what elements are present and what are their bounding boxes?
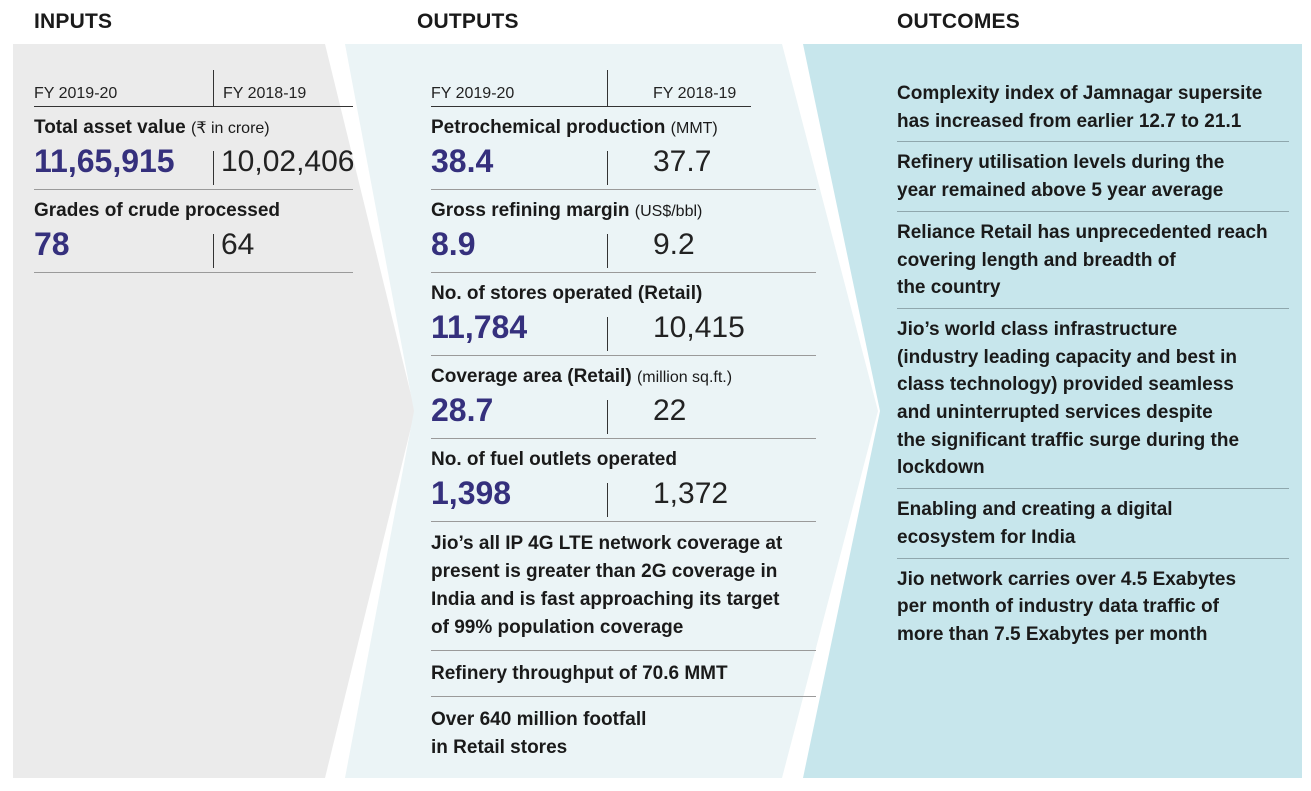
outcome-item: Complexity index of Jamnagar supersite h… (897, 80, 1289, 143)
metric-label: No. of stores operated (Retail) (431, 283, 703, 304)
inputs-panel (13, 44, 415, 778)
output-note: Over 640 million footfall in Retail stor… (431, 697, 816, 770)
metric-unit: (MMT) (670, 120, 718, 137)
outcomes-heading: OUTCOMES (897, 10, 1020, 33)
note-line: present is greater than 2G coverage in (431, 561, 778, 582)
outcome-line: year remained above 5 year average (897, 180, 1224, 202)
inputs-metric: Grades of crude processed 78 64 (34, 190, 353, 273)
value-divider (607, 151, 608, 185)
outcome-line: lockdown (897, 457, 985, 479)
outcome-line: and uninterrupted services despite (897, 402, 1213, 424)
metric-unit: (₹ in crore) (191, 120, 270, 137)
value-divider (607, 483, 608, 517)
outcome-line: the country (897, 277, 1001, 299)
outcome-line: per month of industry data traffic of (897, 596, 1219, 618)
outputs-fy-current: FY 2019-20 (431, 85, 515, 102)
metric-value-previous: 64 (221, 228, 255, 261)
outcome-item: Enabling and creating a digital ecosyste… (897, 496, 1289, 559)
outcome-item: Reliance Retail has unprecedented reach … (897, 219, 1289, 309)
output-note: Jio’s all IP 4G LTE network coverage at … (431, 522, 816, 651)
note-line: India and is fast approaching its target (431, 589, 780, 610)
value-divider (607, 317, 608, 351)
metric-label: Coverage area (Retail) (431, 366, 632, 387)
column-divider (213, 70, 214, 106)
note-line: Over 640 million footfall (431, 709, 647, 730)
outcome-line: (industry leading capacity and best in (897, 346, 1237, 368)
value-divider (213, 234, 214, 268)
metric-value-current: 78 (34, 226, 70, 262)
outcome-line: Jio network carries over 4.5 Exabytes (897, 568, 1237, 590)
outcomes-panel (803, 44, 1302, 778)
outcome-line: class technology) provided seamless (897, 374, 1234, 396)
note-line: Jio’s all IP 4G LTE network coverage at (431, 533, 783, 554)
metric-value-current: 1,398 (431, 475, 512, 511)
outcome-line: the significant traffic surge during the (897, 429, 1240, 451)
note-line: of 99% population coverage (431, 617, 684, 638)
metric-value-previous: 10,415 (653, 311, 745, 344)
outcome-item: Jio’s world class infrastructure (indust… (897, 316, 1289, 490)
metric-label: Gross refining margin (431, 200, 630, 221)
outcome-line: Reliance Retail has unprecedented reach (897, 221, 1268, 243)
metric-value-current: 8.9 (431, 226, 476, 262)
outputs-metric: No. of stores operated (Retail) 11,784 1… (431, 273, 816, 356)
column-divider (607, 70, 608, 106)
inputs-year-header: FY 2019-20 FY 2018-19 (34, 70, 353, 107)
outcomes-column: Complexity index of Jamnagar supersite h… (897, 80, 1289, 662)
inputs-heading: INPUTS (34, 10, 113, 33)
metric-value-previous: 9.2 (653, 228, 695, 261)
metric-unit: (million sq.ft.) (636, 369, 733, 386)
metric-value-current: 38.4 (431, 143, 494, 179)
inputs-fy-previous: FY 2018-19 (223, 85, 307, 102)
outcome-line: Complexity index of Jamnagar supersite (897, 83, 1263, 104)
value-divider (607, 234, 608, 268)
outcome-line: more than 7.5 Exabytes per month (897, 623, 1208, 645)
outputs-metric: No. of fuel outlets operated 1,398 1,372 (431, 439, 816, 522)
inputs-fy-current: FY 2019-20 (34, 85, 118, 102)
outputs-fy-previous: FY 2018-19 (653, 85, 737, 102)
metric-label: Petrochemical production (431, 117, 666, 138)
outputs-panel (345, 44, 878, 778)
outcome-line: has increased from earlier 12.7 to 21.1 (897, 110, 1242, 132)
outputs-metric: Gross refining margin (US$/bbl) 8.9 9.2 (431, 190, 816, 273)
metric-value-current: 11,784 (431, 309, 528, 345)
note-line: Refinery throughput of 70.6 MMT (431, 663, 728, 684)
metric-label: Total asset value (34, 117, 186, 138)
metric-value-previous: 10,02,406 (221, 145, 355, 178)
value-divider (607, 400, 608, 434)
outcome-item: Jio network carries over 4.5 Exabytes pe… (897, 566, 1289, 655)
inputs-column: FY 2019-20 FY 2018-19 Total asset value … (34, 70, 355, 273)
outputs-metric: Coverage area (Retail) (million sq.ft.) … (431, 356, 816, 439)
outcome-item: Refinery utilisation levels during the y… (897, 149, 1289, 212)
value-divider (213, 151, 214, 185)
outcome-line: ecosystem for India (897, 526, 1076, 548)
outputs-heading: OUTPUTS (417, 10, 519, 33)
outcome-line: Jio’s world class infrastructure (897, 318, 1178, 340)
metric-value-previous: 37.7 (653, 145, 712, 178)
metric-label: Grades of crude processed (34, 200, 281, 221)
metric-label: No. of fuel outlets operated (431, 449, 677, 470)
inputs-metric: Total asset value (₹ in crore) 11,65,915… (34, 107, 355, 190)
outcome-line: Enabling and creating a digital (897, 499, 1173, 521)
metric-value-current: 28.7 (431, 392, 494, 428)
outcome-line: Refinery utilisation levels during the (897, 152, 1225, 174)
outputs-year-header: FY 2019-20 FY 2018-19 (431, 70, 751, 107)
output-note: Refinery throughput of 70.6 MMT (431, 651, 816, 697)
note-line: in Retail stores (431, 737, 568, 758)
outcome-line: covering length and breadth of (897, 249, 1176, 271)
outputs-metric: Petrochemical production (MMT) 38.4 37.7 (431, 107, 816, 190)
outputs-column: FY 2019-20 FY 2018-19 Petrochemical prod… (431, 70, 816, 770)
metric-value-previous: 1,372 (653, 477, 729, 510)
metric-value-current: 11,65,915 (34, 143, 175, 179)
metric-unit: (US$/bbl) (634, 203, 703, 220)
metric-value-previous: 22 (653, 394, 687, 427)
